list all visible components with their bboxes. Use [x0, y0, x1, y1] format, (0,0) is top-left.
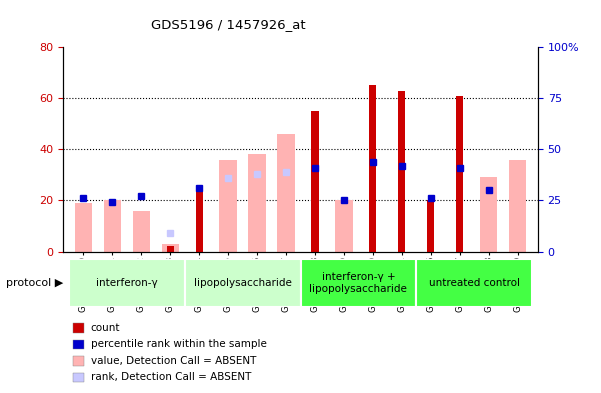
Text: percentile rank within the sample: percentile rank within the sample [91, 339, 266, 349]
Bar [480, 178, 498, 252]
Bar [300, 259, 416, 307]
Bar [219, 160, 237, 252]
Bar [133, 211, 150, 252]
Bar [509, 160, 526, 252]
Text: count: count [91, 323, 120, 333]
Bar [195, 188, 203, 252]
Bar [162, 244, 179, 252]
Text: interferon-γ: interferon-γ [96, 278, 157, 288]
Bar [277, 134, 294, 252]
Bar [416, 259, 532, 307]
Text: value, Detection Call = ABSENT: value, Detection Call = ABSENT [91, 356, 256, 366]
Bar [248, 154, 266, 252]
Bar [185, 259, 300, 307]
Bar [369, 86, 376, 252]
Bar [69, 259, 185, 307]
Text: interferon-γ +
lipopolysaccharide: interferon-γ + lipopolysaccharide [310, 272, 407, 294]
Text: rank, Detection Call = ABSENT: rank, Detection Call = ABSENT [91, 372, 251, 382]
Bar [73, 340, 85, 349]
Bar [73, 356, 85, 366]
Bar [103, 200, 121, 252]
Bar [166, 246, 174, 252]
Text: GDS5196 / 1457926_at: GDS5196 / 1457926_at [151, 18, 306, 31]
Text: lipopolysaccharide: lipopolysaccharide [194, 278, 291, 288]
Bar [335, 200, 353, 252]
Bar [427, 200, 435, 252]
Text: protocol ▶: protocol ▶ [6, 278, 63, 288]
Bar [75, 203, 92, 252]
Bar [311, 111, 319, 252]
Bar [73, 373, 85, 382]
Bar [398, 90, 406, 252]
Bar [73, 323, 85, 333]
Text: untreated control: untreated control [429, 278, 520, 288]
Bar [456, 96, 463, 252]
